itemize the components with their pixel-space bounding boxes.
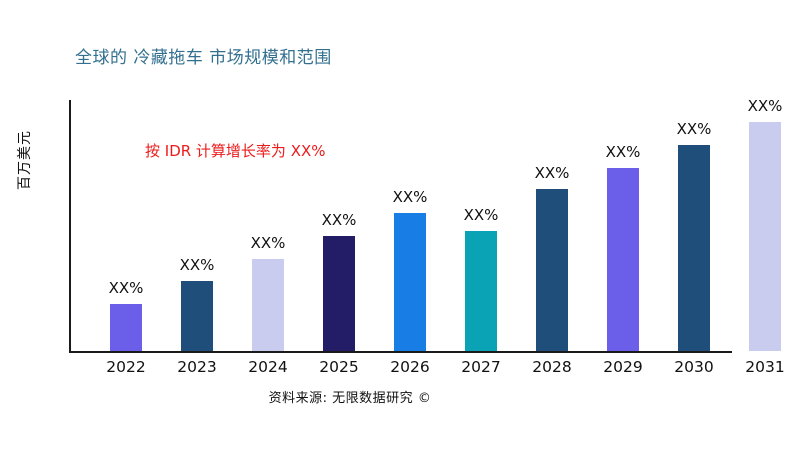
x-tick-label-2023: 2023: [177, 358, 217, 376]
bar-value-label-2028: XX%: [534, 164, 570, 182]
bar-column-2023: XX% 2023: [177, 256, 216, 376]
growth-rate-annotation: 按 IDR 计算增长率为 XX%: [145, 142, 326, 160]
bar-value-label-2029: XX%: [605, 143, 641, 161]
bar-column-2025: XX% 2025: [319, 211, 358, 376]
bar-2025: [323, 236, 355, 351]
x-tick-label-2022: 2022: [106, 358, 146, 376]
x-tick-label-2027: 2027: [461, 358, 501, 376]
bar-value-label-2031: XX%: [747, 97, 783, 115]
source-note: 资料来源: 无限数据研究 ©: [268, 391, 432, 406]
bar-column-2028: XX% 2028: [532, 164, 571, 376]
x-tick-label-2029: 2029: [603, 358, 643, 376]
bar-value-label-2030: XX%: [676, 120, 712, 138]
bar-2027: [465, 231, 497, 351]
x-tick-label-2026: 2026: [390, 358, 430, 376]
bar-2029: [607, 168, 639, 351]
bar-2028: [536, 189, 568, 351]
bar-value-label-2024: XX%: [250, 234, 286, 252]
bar-column-2026: XX% 2026: [390, 188, 429, 376]
y-axis-title: 百万美元: [17, 130, 33, 190]
chart-title: 全球的 冷藏拖车 市场规模和范围: [75, 48, 332, 68]
bar-column-2024: XX% 2024: [248, 234, 287, 376]
bar-2030: [678, 145, 710, 351]
bar-2023: [181, 281, 213, 351]
bar-2026: [394, 213, 426, 351]
bar-value-label-2025: XX%: [321, 211, 357, 229]
x-axis-line: [69, 351, 732, 353]
plot-area: 按 IDR 计算增长率为 XX% XX% 2022 XX% 2023 XX% 2024 XX…: [69, 97, 785, 376]
bar-value-label-2022: XX%: [108, 279, 144, 297]
bar-column-2029: XX% 2029: [603, 143, 642, 376]
bar-column-2030: XX% 2030: [674, 120, 713, 376]
x-tick-label-2031: 2031: [745, 358, 785, 376]
bar-value-label-2026: XX%: [392, 188, 428, 206]
bar-2031: [749, 122, 781, 351]
x-tick-label-2024: 2024: [248, 358, 288, 376]
bar-value-label-2027: XX%: [463, 206, 499, 224]
bar-column-2027: XX% 2027: [461, 206, 500, 376]
bar-2024: [252, 259, 284, 351]
bar-column-2022: XX% 2022: [106, 279, 145, 376]
bar-column-2031: XX% 2031: [745, 97, 784, 376]
x-tick-label-2030: 2030: [674, 358, 714, 376]
x-tick-label-2028: 2028: [532, 358, 572, 376]
x-tick-label-2025: 2025: [319, 358, 359, 376]
bar-value-label-2023: XX%: [179, 256, 215, 274]
y-axis-line: [69, 100, 71, 351]
bar-2022: [110, 304, 142, 351]
